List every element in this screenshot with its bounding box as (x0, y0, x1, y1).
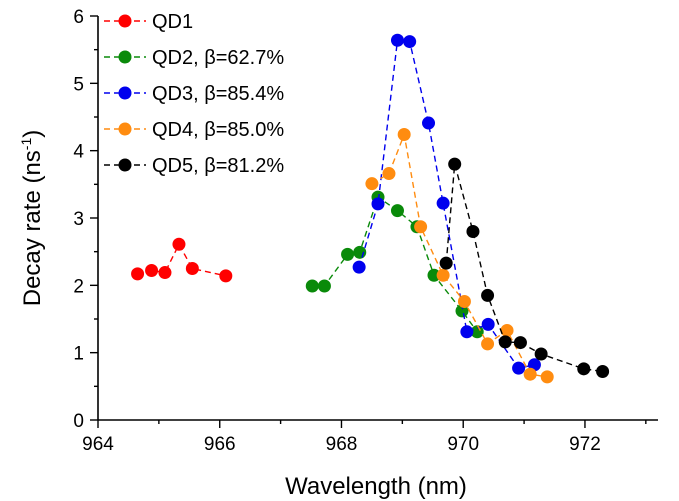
legend: QD1 QD2, β=62.7% QD3, β=85.4% QD4, β=85.0% Q… (104, 11, 284, 177)
data-point (145, 264, 159, 278)
y-axis-title-superscript: -1 (18, 138, 34, 151)
y-axis: 0 1 2 3 4 5 6 (73, 7, 98, 432)
data-point (219, 269, 233, 283)
data-point (365, 177, 379, 191)
data-point (185, 262, 199, 275)
data-point (158, 266, 172, 280)
data-point (305, 279, 319, 293)
data-point (414, 220, 428, 234)
x-tick-label: 966 (204, 434, 236, 455)
legend-marker (118, 50, 132, 64)
series-line (371, 131, 548, 378)
legend-entry: QD3, β=85.4% (104, 83, 284, 105)
data-point (457, 294, 471, 308)
x-tick-label: 968 (326, 434, 358, 455)
data-point (397, 128, 411, 142)
data-point (498, 335, 512, 349)
legend-entry: QD1 (104, 11, 193, 33)
y-tick-label: 6 (73, 7, 84, 28)
data-point (341, 247, 355, 261)
data-point (422, 116, 436, 130)
y-axis-title: Decay rate (ns-1) (18, 130, 46, 307)
data-point (403, 35, 417, 49)
data-point (466, 224, 480, 238)
series-line (312, 195, 478, 333)
data-point (523, 367, 537, 381)
legend-entry: QD4, β=85.0% (104, 119, 284, 141)
x-tick-label: 972 (569, 434, 601, 455)
series-3 (352, 33, 541, 375)
series-1 (131, 237, 233, 283)
series-4 (365, 128, 554, 384)
x-axis-title: Wavelength (nm) (285, 473, 467, 500)
series-layer (131, 33, 610, 384)
data-point (172, 237, 186, 251)
data-point (436, 196, 450, 210)
data-point (427, 268, 441, 282)
y-tick-label: 5 (73, 74, 84, 95)
data-point (439, 256, 453, 270)
data-point (390, 33, 404, 47)
y-axis-title-main: Decay rate (ns (19, 150, 46, 306)
y-tick-label: 4 (73, 142, 84, 163)
legend-marker (118, 122, 132, 136)
x-tick-label: 970 (447, 434, 479, 455)
data-point (390, 204, 404, 218)
data-point (436, 268, 450, 282)
y-tick-label: 2 (73, 276, 84, 297)
legend-entry: QD5, β=81.2% (104, 155, 284, 177)
data-point (470, 325, 484, 339)
legend-label: QD3, β=85.4% (152, 83, 284, 105)
data-point (131, 267, 145, 281)
legend-marker (118, 14, 132, 28)
plot-frame (97, 16, 658, 421)
data-point (500, 323, 514, 337)
data-point (481, 288, 495, 302)
data-point (352, 260, 366, 274)
data-point (481, 337, 495, 351)
data-point (460, 325, 474, 339)
data-point (317, 279, 331, 293)
data-point (448, 157, 462, 171)
data-point (534, 347, 548, 361)
data-point (513, 336, 527, 350)
data-point (577, 362, 591, 376)
legend-marker (118, 158, 132, 172)
x-tick-label: 964 (82, 434, 114, 455)
series-5 (439, 157, 610, 379)
legend-entry: QD2, β=62.7% (104, 47, 284, 69)
y-axis-title-close: ) (19, 130, 46, 138)
data-point (481, 317, 495, 331)
legend-label: QD1 (152, 11, 193, 33)
data-point (596, 365, 610, 379)
legend-label: QD4, β=85.0% (152, 119, 284, 141)
x-axis: 964 966 968 970 972 (82, 420, 647, 455)
data-point (540, 370, 554, 384)
y-tick-label: 0 (73, 411, 84, 432)
data-point (512, 361, 526, 375)
y-tick-label: 3 (73, 209, 84, 230)
legend-marker (118, 86, 132, 100)
data-point (371, 197, 385, 211)
series-2 (305, 190, 484, 339)
data-point (382, 167, 396, 181)
legend-label: QD5, β=81.2% (152, 155, 284, 177)
legend-label: QD2, β=62.7% (152, 47, 284, 69)
y-tick-label: 1 (73, 344, 84, 365)
